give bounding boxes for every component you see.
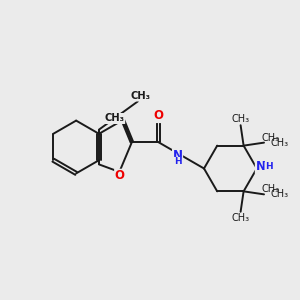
Text: CH₃: CH₃: [232, 213, 250, 223]
Text: CH₃: CH₃: [262, 184, 280, 194]
Text: N: N: [255, 160, 266, 173]
Text: O: O: [153, 110, 163, 122]
Text: CH₃: CH₃: [232, 114, 250, 124]
Text: CH₃: CH₃: [271, 138, 289, 148]
Text: N: N: [172, 149, 182, 162]
Text: CH₃: CH₃: [105, 113, 125, 124]
Text: CH₃: CH₃: [271, 189, 289, 200]
Text: CH₃: CH₃: [130, 91, 150, 101]
Text: H: H: [174, 158, 182, 166]
Text: O: O: [115, 169, 125, 182]
Text: CH₃: CH₃: [262, 133, 280, 142]
Text: H: H: [265, 163, 273, 172]
